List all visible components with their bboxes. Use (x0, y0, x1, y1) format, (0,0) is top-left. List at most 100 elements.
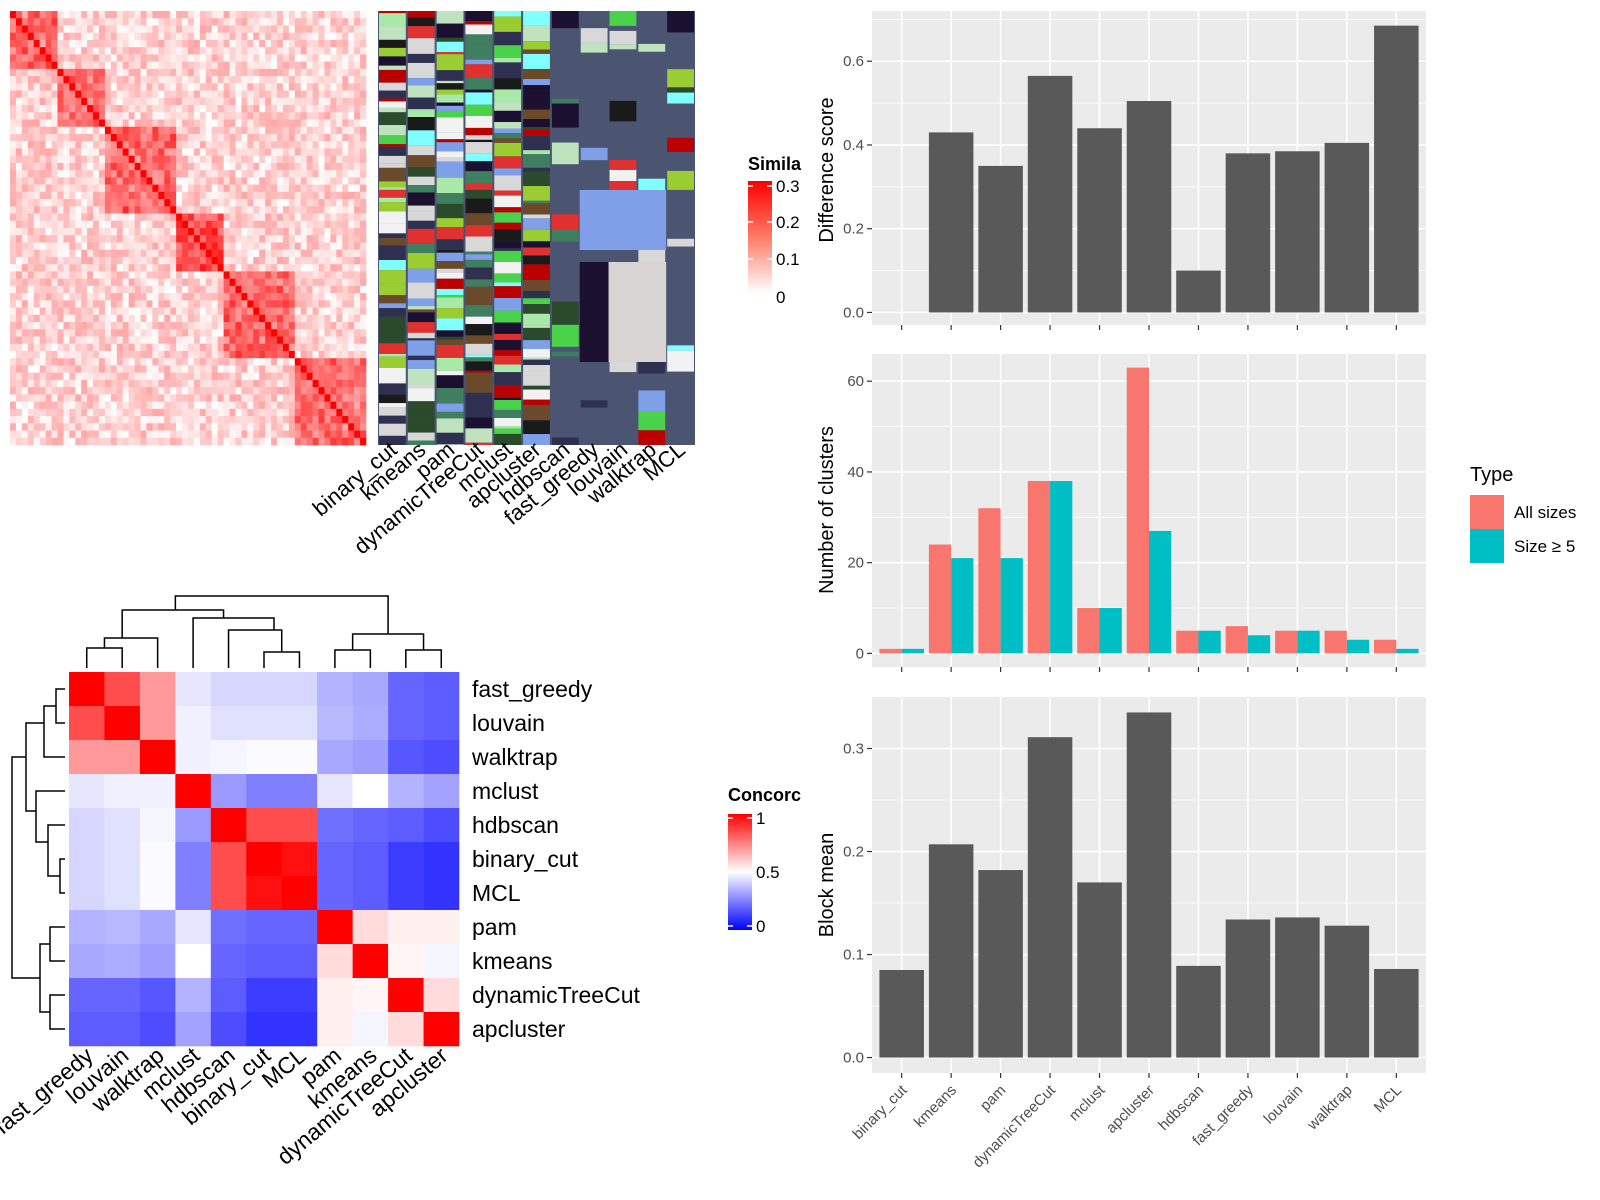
similarity-legend-tick: 0.3 (776, 177, 800, 196)
y-tick-label: 0.3 (843, 741, 864, 758)
concordance-cell (175, 706, 212, 741)
concordance-cell (139, 740, 176, 775)
x-tick-label-apcluster: apcluster (1103, 1082, 1158, 1137)
concordance-cell (388, 944, 424, 979)
concordance-cell (317, 672, 353, 707)
concordance-cell (388, 774, 424, 809)
bar-kmeans-size-ge5 (951, 558, 974, 654)
concordance-cell (139, 774, 176, 809)
concordance-cell (423, 944, 460, 979)
concordance-cell (388, 910, 424, 945)
row-label-MCL: MCL (472, 880, 521, 906)
concordance-cell (281, 774, 318, 809)
concordance-cell (246, 876, 283, 911)
concordance-cell (317, 1012, 353, 1047)
bar-louvain (1275, 151, 1320, 313)
concordance-cell (69, 1012, 105, 1047)
concordance-cell (246, 740, 283, 775)
concordance-cell (104, 672, 141, 707)
row-label-apcluster: apcluster (472, 1016, 566, 1042)
concordance-cell (246, 774, 283, 809)
bar-hdbscan-size-ge5 (1198, 630, 1221, 654)
top-dendrogram-branch (121, 609, 225, 638)
concordance-cell (281, 876, 318, 911)
x-tick-label-kmeans: kmeans (911, 1082, 960, 1131)
bar-MCL (1374, 968, 1419, 1058)
concordance-cell (139, 978, 176, 1013)
concordance-cell (175, 910, 212, 945)
concordance-cell (281, 672, 318, 707)
concordance-cell (317, 740, 353, 775)
dendrograms (11, 595, 443, 1030)
legend-swatch-size-ge5 (1470, 529, 1504, 563)
similarity-heatmap-cells (10, 11, 367, 446)
top-dendrogram-branch (192, 617, 275, 668)
concordance-cell (423, 910, 460, 945)
bar-dynamicTreeCut (1027, 737, 1073, 1058)
concordance-cell (69, 672, 105, 707)
left-dendrogram-branch (25, 722, 44, 812)
bar-apcluster-size-ge5 (1149, 530, 1172, 654)
concordance-cell (423, 706, 460, 741)
concordance-cell (281, 842, 318, 877)
concordance-cell (352, 740, 389, 775)
concordance-cell (423, 876, 460, 911)
bar-charts: 0.0 0.2 0.4 0.6 Difference score 0 20 40 60 Numbe… (816, 11, 1426, 1171)
concordance-cell (104, 740, 141, 775)
concordance-cell (104, 706, 141, 741)
y-tick-label: 40 (847, 464, 864, 481)
y-tick-label: 0.2 (843, 221, 864, 238)
concordance-cells (69, 672, 460, 1047)
concordance-cell (69, 978, 105, 1013)
concordance-cell (352, 876, 389, 911)
concordance-cell (175, 740, 212, 775)
concordance-cell (175, 978, 212, 1013)
bar-walktrap-size-ge5 (1346, 639, 1370, 654)
bar-binary_cut-all-sizes (879, 648, 902, 654)
concordance-cell (317, 944, 353, 979)
concordance-legend-title: Concorc (728, 785, 801, 805)
row-label-fast_greedy: fast_greedy (472, 676, 593, 702)
left-dendrogram-branch (11, 756, 40, 979)
concordance-cell (69, 876, 105, 911)
concordance-cell (281, 808, 318, 843)
row-label-louvain: louvain (472, 710, 545, 736)
bar-apcluster (1126, 712, 1172, 1058)
top-dendrogram-branch (351, 633, 425, 650)
concordance-legend-tick: 0.5 (756, 863, 780, 882)
concordance-cell (352, 910, 389, 945)
row-label-mclust: mclust (472, 778, 539, 804)
bar-dynamicTreeCut (1027, 75, 1073, 313)
concordance-cell (175, 876, 212, 911)
concordance-cell (352, 944, 389, 979)
concordance-cell (423, 740, 460, 775)
y-tick-label: 0.0 (843, 304, 864, 321)
concordance-cell (352, 774, 389, 809)
concordance-cell (210, 808, 247, 843)
concordance-cell (388, 842, 424, 877)
concordance-cell (281, 740, 318, 775)
concordance-cell (175, 774, 212, 809)
top-dendrogram-branch (334, 649, 372, 668)
bar-apcluster (1126, 101, 1172, 313)
concordance-cell (352, 842, 389, 877)
concordance-cell (104, 808, 141, 843)
concordance-cell (281, 978, 318, 1013)
x-tick-label-mclust: mclust (1066, 1081, 1109, 1124)
concordance-cell (210, 842, 247, 877)
y-tick-label: 0.6 (843, 53, 864, 70)
x-tick-label-MCL: MCL (1371, 1082, 1405, 1116)
top-dendrogram-branch (227, 629, 283, 668)
cluster-stripes: binary_cutkmeanspamdynamicTreeCutmclusta… (308, 11, 695, 559)
bar-mclust (1077, 128, 1122, 313)
concordance-cell (69, 774, 105, 809)
bar-MCL-all-sizes (1374, 639, 1397, 654)
concordance-cell (423, 842, 460, 877)
left-dendrogram-branch (43, 705, 65, 758)
concordance-legend-tick: 1 (756, 809, 765, 828)
y-tick-label: 0.2 (843, 844, 864, 861)
concordance-cell (352, 978, 389, 1013)
bar-walktrap-all-sizes (1324, 630, 1347, 654)
concordance-cell (210, 944, 247, 979)
concordance-cell (388, 672, 424, 707)
